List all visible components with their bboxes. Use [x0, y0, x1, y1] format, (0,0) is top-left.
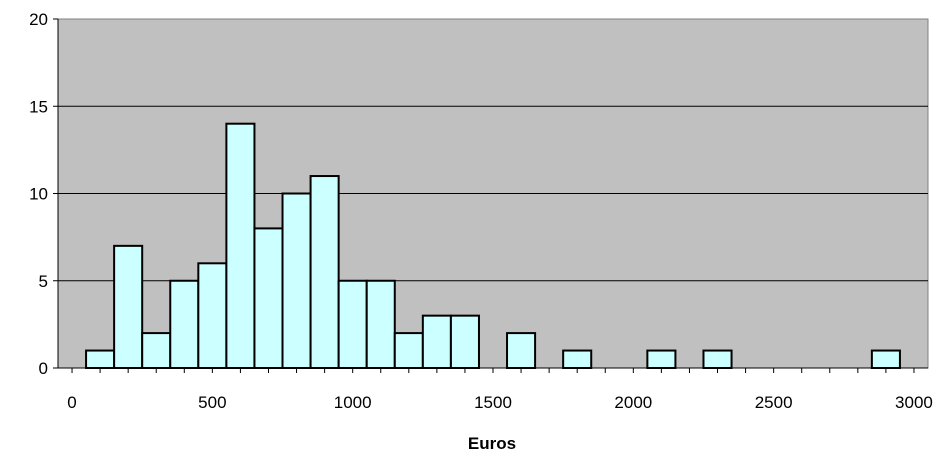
x-axis-ticks: 0 500 1000 1500 2000 2500 3000: [67, 368, 933, 412]
histogram-bar: [85, 349, 116, 369]
y-tick-label: 10: [29, 185, 48, 204]
histogram-bar: [113, 244, 144, 370]
x-tick-label: 3000: [895, 393, 933, 412]
y-tick-label: 15: [29, 97, 48, 116]
y-tick-label: 20: [29, 10, 48, 29]
histogram-bar: [506, 332, 537, 370]
x-tick-label: 1000: [334, 393, 372, 412]
histogram-bar: [253, 227, 284, 369]
x-tick-label: 2500: [755, 393, 793, 412]
bars-group: [85, 122, 901, 370]
histogram-bar: [281, 192, 312, 369]
histogram-bar: [337, 279, 368, 369]
histogram-bar: [197, 262, 228, 369]
histogram-bar: [393, 332, 424, 370]
y-tick-label: 5: [39, 272, 48, 291]
histogram-bar: [225, 122, 256, 369]
histogram-bar: [562, 349, 593, 369]
x-tick-label: 2000: [614, 393, 652, 412]
histogram-bar: [449, 314, 480, 369]
x-axis-title: Euros: [468, 434, 516, 453]
histogram-bar: [421, 314, 452, 369]
histogram-bar: [309, 175, 340, 369]
x-tick-label: 1500: [474, 393, 512, 412]
histogram-bar: [870, 349, 901, 369]
histogram-bar: [646, 349, 677, 369]
y-tick-label: 0: [39, 359, 48, 378]
y-axis-ticks: 0 5 10 15 20: [29, 10, 58, 378]
histogram-bar: [141, 332, 172, 370]
x-tick-label: 0: [67, 393, 76, 412]
histogram-bar: [702, 349, 733, 369]
histogram-bar: [169, 279, 200, 369]
histogram-bar: [365, 279, 396, 369]
x-tick-label: 500: [198, 393, 226, 412]
